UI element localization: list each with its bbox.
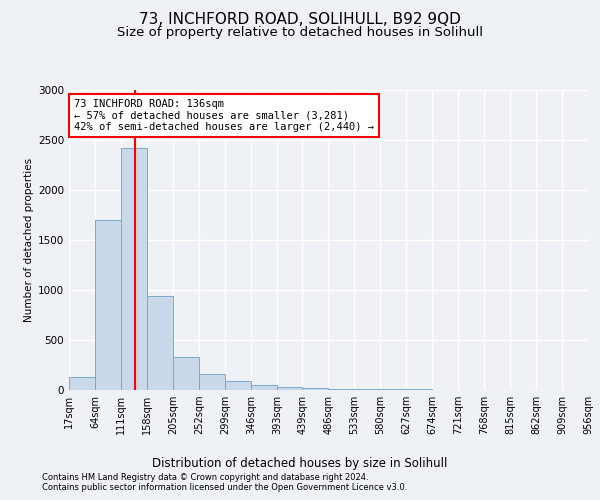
Bar bbox=[121, 148, 147, 390]
Text: 73 INCHFORD ROAD: 136sqm
← 57% of detached houses are smaller (3,281)
42% of sem: 73 INCHFORD ROAD: 136sqm ← 57% of detach… bbox=[74, 99, 374, 132]
Text: Size of property relative to detached houses in Solihull: Size of property relative to detached ho… bbox=[117, 26, 483, 39]
Bar bbox=[277, 386, 302, 390]
Text: 73, INCHFORD ROAD, SOLIHULL, B92 9QD: 73, INCHFORD ROAD, SOLIHULL, B92 9QD bbox=[139, 12, 461, 28]
Text: Contains HM Land Registry data © Crown copyright and database right 2024.: Contains HM Land Registry data © Crown c… bbox=[42, 472, 368, 482]
Bar bbox=[95, 220, 121, 390]
Text: Contains public sector information licensed under the Open Government Licence v3: Contains public sector information licen… bbox=[42, 482, 407, 492]
Bar bbox=[225, 381, 251, 390]
Bar bbox=[147, 296, 173, 390]
Bar bbox=[354, 389, 380, 390]
Text: Distribution of detached houses by size in Solihull: Distribution of detached houses by size … bbox=[152, 458, 448, 470]
Bar bbox=[251, 384, 277, 390]
Bar bbox=[199, 374, 225, 390]
Bar bbox=[173, 357, 199, 390]
Bar bbox=[69, 377, 95, 390]
Bar bbox=[380, 389, 406, 390]
Bar bbox=[328, 388, 354, 390]
Bar bbox=[302, 388, 328, 390]
Y-axis label: Number of detached properties: Number of detached properties bbox=[24, 158, 34, 322]
